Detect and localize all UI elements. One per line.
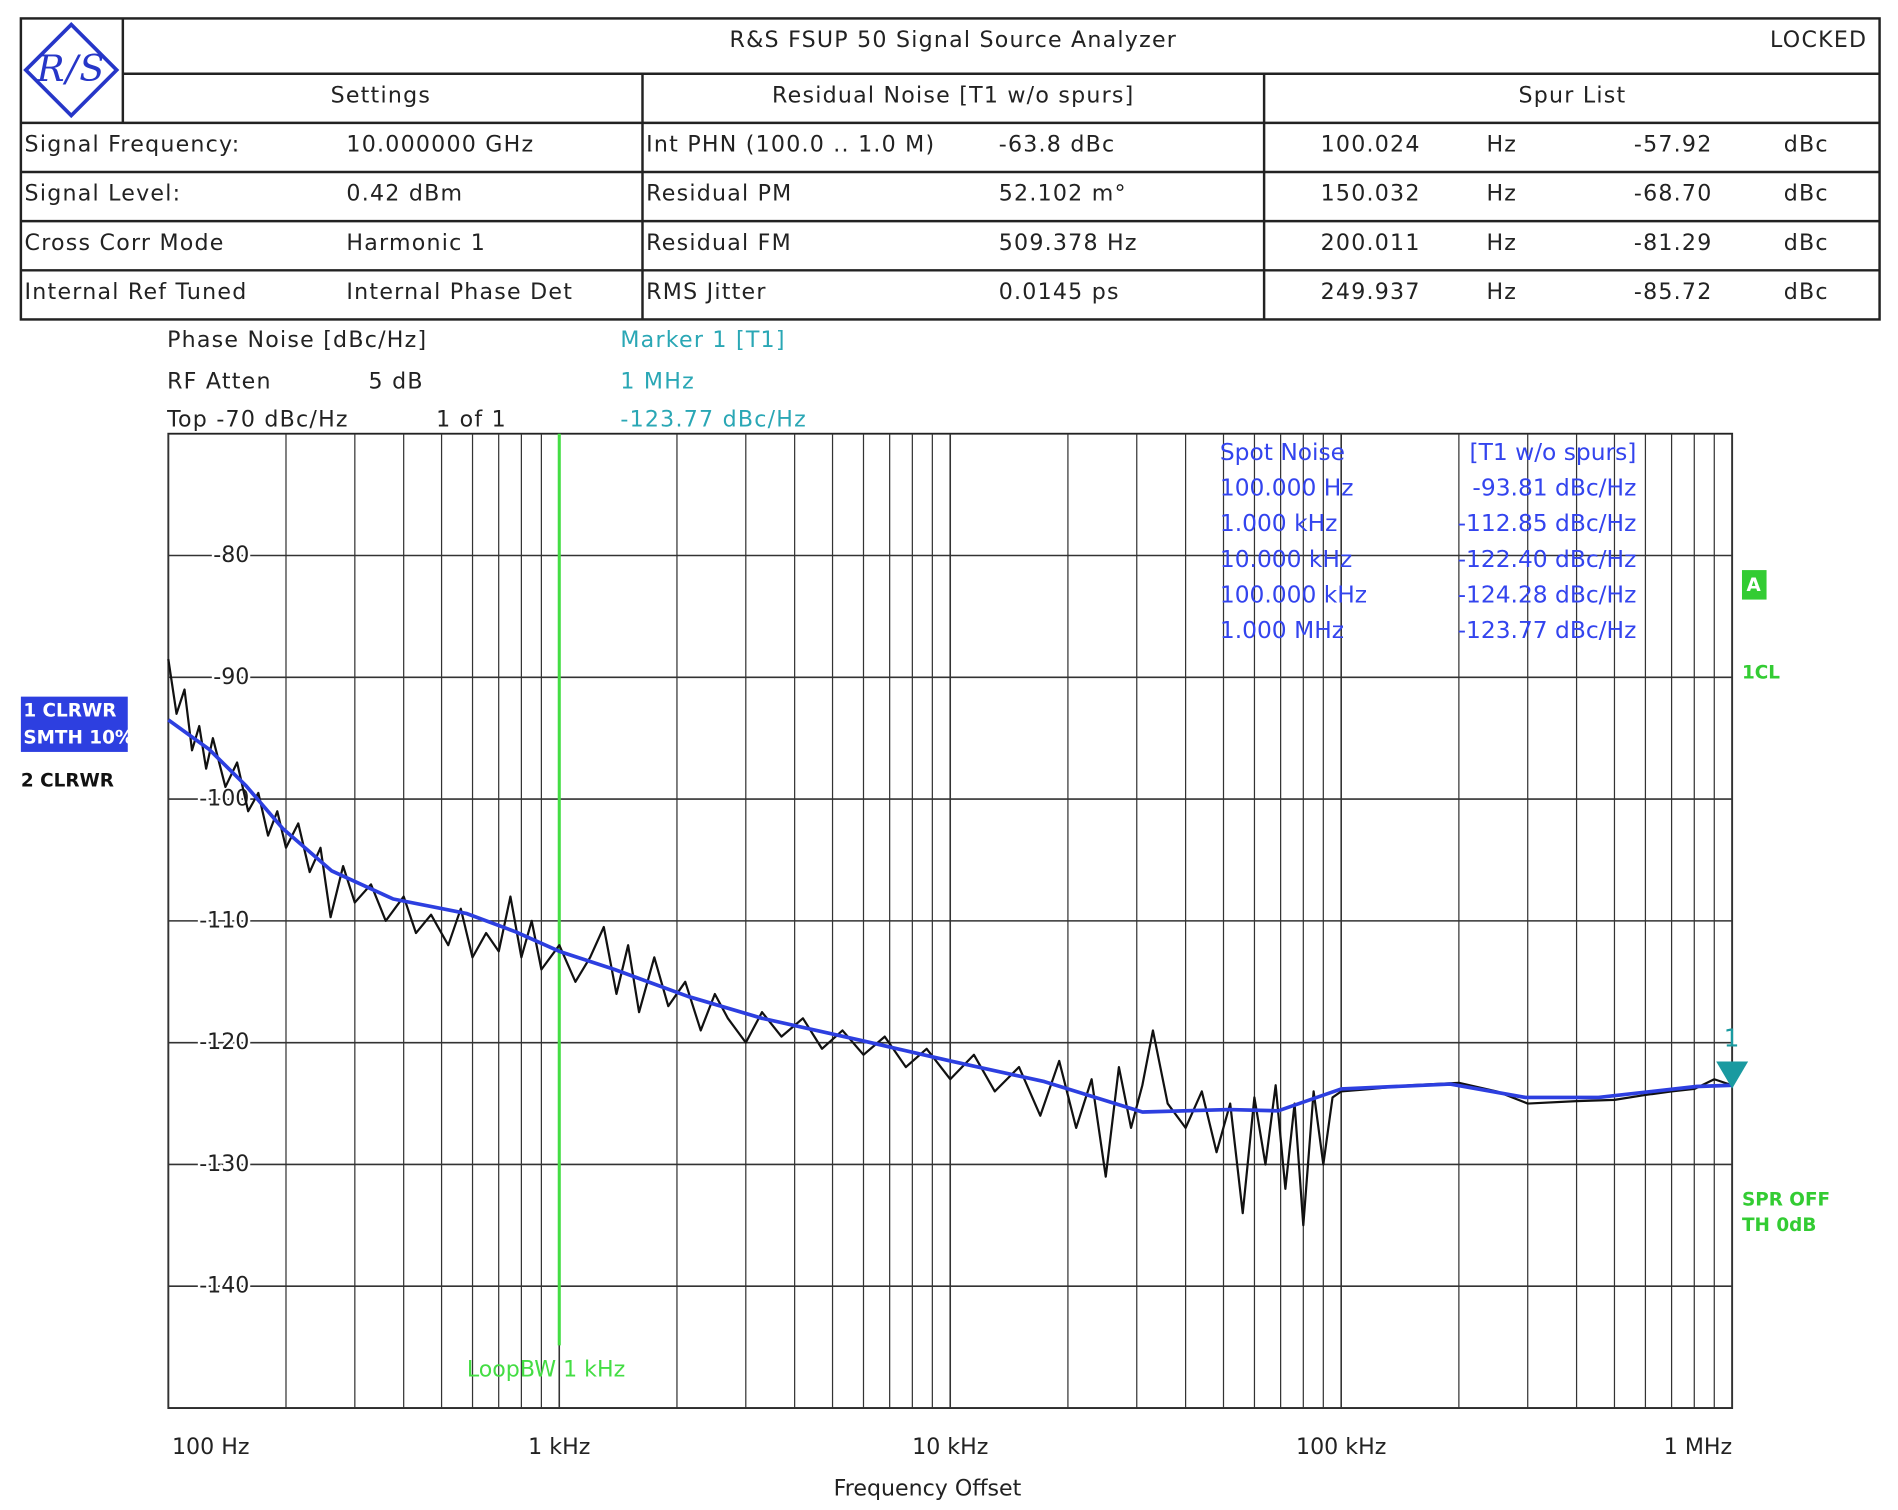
spot-noise-freq: 1.000 kHz [1220,509,1337,537]
settings-cell: Cross Corr Mode [25,230,225,256]
spot-noise-value: -124.28 dBc/Hz [1458,580,1637,608]
x-tick-label: 1 kHz [528,1434,590,1460]
spot-noise-value: -93.81 dBc/Hz [1472,473,1636,501]
spur-cell: Hz [1486,279,1517,305]
spur-cell: 100.024 [1321,131,1421,157]
settings-cell: Internal Ref Tuned [25,279,248,305]
settings-cell: 0.42 dBm [346,181,463,207]
spur-cell: dBc [1784,279,1829,305]
spot-noise-freq: 100.000 kHz [1220,580,1367,608]
residual-cell: -63.8 dBc [999,131,1116,157]
info-atten-label: RF Atten [167,369,272,395]
spot-noise-value: -122.40 dBc/Hz [1458,545,1637,573]
marker-info: -123.77 dBc/Hz [620,407,807,433]
spur-cell: -57.92 [1634,131,1713,157]
spur-cell: dBc [1784,181,1829,207]
y-tick-label: -110 [199,907,249,933]
settings-cell: Harmonic 1 [346,230,486,256]
header-table: R/S R&S FSUP 50 Signal Source Analyzer L… [19,17,1881,321]
settings-cell: Internal Phase Det [346,279,573,305]
status-label: 1CL [1742,662,1780,683]
residual-cell: Int PHN (100.0 .. 1.0 M) [646,131,935,157]
x-tick-label: 1 MHz [1664,1434,1732,1460]
spur-cell: Hz [1486,131,1517,157]
legend-entry: 2 CLRWR [21,770,114,791]
trace-legend-box [20,696,128,752]
status-label: A [1747,575,1762,596]
spur-cell: 249.937 [1321,279,1421,305]
y-tick-label: -80 [213,542,249,568]
logo: R/S [36,47,106,90]
info-top: Top -70 dBc/Hz [166,407,349,433]
settings-cell: Signal Frequency: [25,131,241,157]
y-tick-label: -120 [199,1029,249,1055]
status: LOCKED [1770,27,1867,53]
y-tick-label: -100 [199,786,249,812]
marker-triangle [1716,1061,1749,1089]
info-atten-value: 5 dB [369,369,424,395]
spot-noise-header: Spot Noise [1220,438,1345,466]
spot-noise-header: [T1 w/o spurs] [1470,438,1637,466]
marker-info: Marker 1 [T1] [620,327,785,353]
x-tick-label: 10 kHz [912,1434,988,1460]
status-box [1741,570,1767,600]
legend-note: SMTH 10% [23,727,133,748]
spur-cell: dBc [1784,131,1829,157]
trace [167,658,1733,1227]
x-axis-label: Frequency Offset [834,1476,1022,1502]
spot-noise-freq: 100.000 Hz [1220,473,1354,501]
spur-cell: Hz [1486,181,1517,207]
column-header: Residual Noise [T1 w/o spurs] [772,82,1134,108]
spot-noise-value: -112.85 dBc/Hz [1458,509,1637,537]
marker-label: 1 [1724,1023,1741,1052]
spot-noise-value: -123.77 dBc/Hz [1458,616,1637,644]
status-label: TH 0dB [1742,1215,1816,1236]
y-tick-label: -90 [213,664,249,690]
x-tick-label: 100 Hz [172,1434,249,1460]
spur-cell: 200.011 [1321,230,1421,256]
y-tick-label: -140 [199,1273,249,1299]
residual-cell: RMS Jitter [646,279,766,305]
residual-cell: Residual FM [646,230,792,256]
column-header: Spur List [1519,82,1627,108]
title: R&S FSUP 50 Signal Source Analyzer [730,27,1178,53]
loop-bw-label: LoopBW 1 kHz [467,1356,625,1382]
spur-cell: 150.032 [1321,181,1421,207]
legend-entry: 1 CLRWR [23,700,116,721]
residual-cell: Residual PM [646,181,792,207]
info-count: 1 of 1 [436,407,507,433]
settings-cell: 10.000000 GHz [346,131,534,157]
column-header: Settings [331,82,432,108]
residual-cell: 0.0145 ps [999,279,1120,305]
table-frame [19,17,1881,321]
spur-cell: Hz [1486,230,1517,256]
settings-cell: Signal Level: [25,181,182,207]
spur-cell: -81.29 [1634,230,1713,256]
y-tick-label: -130 [199,1151,249,1177]
spur-cell: -68.70 [1634,181,1713,207]
logo-diamond [23,21,120,119]
spot-noise-freq: 1.000 MHz [1220,616,1344,644]
x-tick-label: 100 kHz [1296,1434,1386,1460]
trace [167,718,1733,1114]
marker-info: 1 MHz [620,369,695,395]
residual-cell: 52.102 m° [999,181,1127,207]
spot-noise-freq: 10.000 kHz [1220,545,1352,573]
status-label: SPR OFF [1742,1189,1830,1210]
residual-cell: 509.378 Hz [999,230,1138,256]
spur-cell: dBc [1784,230,1829,256]
info-measure: Phase Noise [dBc/Hz] [167,327,427,353]
spur-cell: -85.72 [1634,279,1713,305]
